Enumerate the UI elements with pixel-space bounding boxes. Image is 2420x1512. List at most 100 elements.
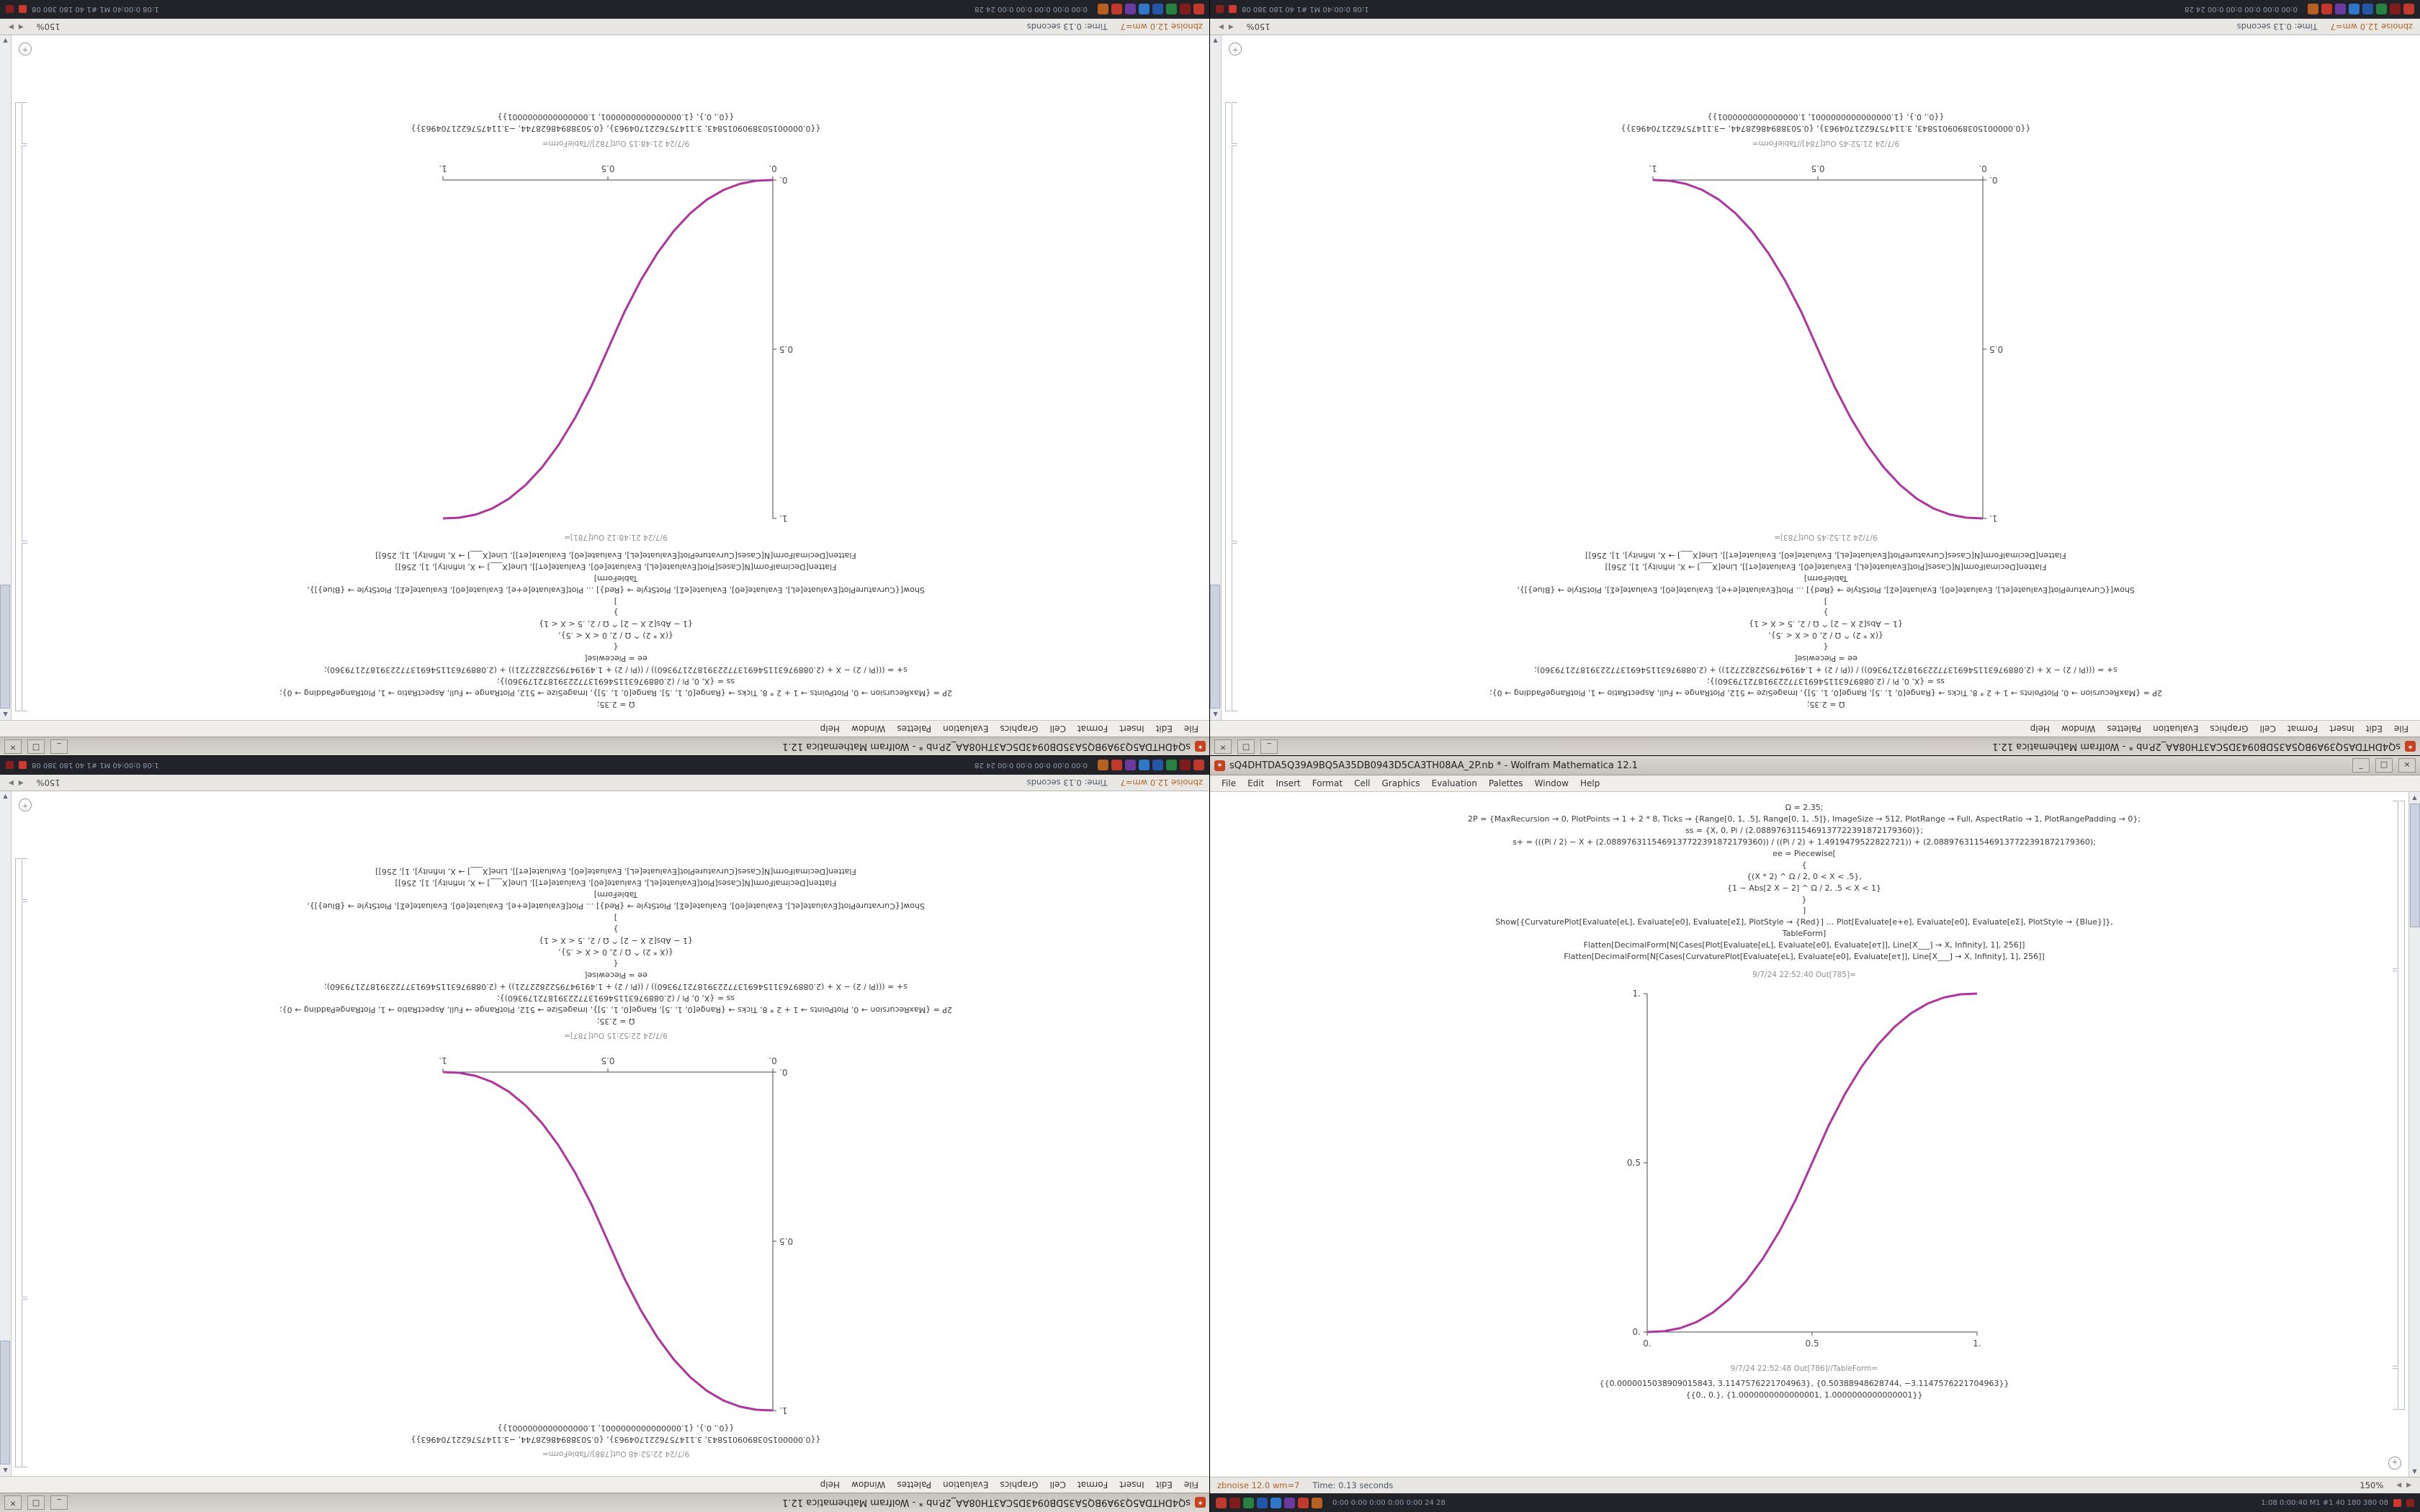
- horizontal-scroll-arrows[interactable]: ◀ ▶: [7, 779, 24, 786]
- alert-icon[interactable]: [6, 761, 14, 770]
- input-cell[interactable]: ss = {X, 0, Pi / (2.08897631154691377223…: [496, 993, 735, 1003]
- minimize-button[interactable]: _: [50, 1495, 68, 1510]
- tray-icon[interactable]: [2390, 4, 2401, 15]
- horizontal-scroll-arrows[interactable]: ◀ ▶: [2396, 1482, 2413, 1489]
- scroll-up-arrow[interactable]: ▲: [1213, 711, 1218, 718]
- tray-icon[interactable]: [1098, 760, 1108, 771]
- menu-item-edit[interactable]: Edit: [1155, 1480, 1173, 1490]
- tray-icon[interactable]: [1166, 4, 1177, 15]
- input-cell[interactable]: Flatten[DecimalForm[N[Cases[Plot[Evaluat…: [1583, 940, 2025, 950]
- close-button[interactable]: ×: [4, 1495, 22, 1510]
- zoom-control[interactable]: 150%: [1246, 22, 1270, 32]
- scroll-up-arrow[interactable]: ▲: [3, 1467, 8, 1474]
- menu-item-format[interactable]: Format: [1312, 778, 1343, 788]
- tray-icon[interactable]: [1229, 1497, 1240, 1508]
- horizontal-scroll-arrows[interactable]: ◀ ▶: [7, 23, 24, 30]
- input-cell[interactable]: ss = {X, 0, Pi / (2.08897631154691377223…: [496, 677, 735, 687]
- input-cell[interactable]: Flatten[DecimalForm[N[Cases[CurvaturePlo…: [1564, 952, 2045, 962]
- menu-item-insert[interactable]: Insert: [1119, 1480, 1144, 1490]
- menu-item-cell[interactable]: Cell: [1354, 778, 1371, 788]
- input-cell[interactable]: TableForm]: [593, 890, 638, 900]
- minimize-button[interactable]: _: [2352, 758, 2370, 773]
- assistant-button[interactable]: +: [2388, 1457, 2401, 1470]
- input-cell[interactable]: {: [613, 642, 619, 652]
- input-cell[interactable]: Ω = 2.35;: [596, 1016, 635, 1026]
- input-cell[interactable]: {(X * 2) ^ Ω / 2, 0 < X < .5},: [558, 631, 673, 641]
- input-cell[interactable]: ee = Piecewise[: [584, 970, 647, 980]
- input-cell[interactable]: Ω = 2.35;: [1806, 700, 1845, 709]
- menu-item-help[interactable]: Help: [820, 724, 841, 734]
- alert-icon[interactable]: [19, 5, 27, 14]
- tray-icon[interactable]: [2349, 4, 2360, 15]
- tray-icon[interactable]: [1166, 760, 1177, 771]
- alert-icon[interactable]: [6, 5, 14, 14]
- menu-item-help[interactable]: Help: [820, 1480, 841, 1490]
- input-cell[interactable]: Flatten[DecimalForm[N[Cases[Plot[Evaluat…: [395, 878, 837, 888]
- cell-bracket[interactable]: [22, 543, 27, 711]
- scrollbar-thumb[interactable]: [1210, 585, 1220, 708]
- input-cell[interactable]: 2P = {MaxRecursion → 0, PlotPoints → 1 +…: [1489, 688, 2163, 698]
- tray-icon[interactable]: [1193, 760, 1204, 771]
- input-cell[interactable]: TableForm]: [1803, 573, 1848, 583]
- input-cell[interactable]: {1 − Abs[2 X − 2] ^ Ω / 2, .5 < X < 1}: [538, 619, 694, 629]
- menu-item-file[interactable]: File: [1183, 1480, 1198, 1490]
- input-cell[interactable]: Flatten[DecimalForm[N[Cases[CurvaturePlo…: [375, 550, 856, 560]
- input-cell[interactable]: Show[{CurvaturePlot[Evaluate[eL], Evalua…: [1517, 585, 2135, 595]
- tray-icon[interactable]: [1152, 4, 1163, 15]
- cell-bracket[interactable]: [2393, 1368, 2398, 1410]
- input-cell[interactable]: {: [1823, 642, 1829, 652]
- cell-bracket[interactable]: [22, 102, 27, 144]
- maximize-button[interactable]: □: [2375, 758, 2393, 773]
- tray-icon[interactable]: [2362, 4, 2373, 15]
- input-cell[interactable]: s+ = (((Pi / 2) − X + (2.088976311546913…: [324, 665, 908, 675]
- input-cell[interactable]: Ω = 2.35;: [596, 700, 635, 709]
- menu-item-window[interactable]: Window: [2061, 724, 2096, 734]
- menu-item-file[interactable]: File: [2393, 724, 2408, 734]
- menu-item-format[interactable]: Format: [2287, 724, 2318, 734]
- menu-item-palettes[interactable]: Palettes: [897, 724, 932, 734]
- zoom-control[interactable]: 150%: [2360, 1480, 2384, 1490]
- input-cell[interactable]: 2P = {MaxRecursion → 0, PlotPoints → 1 +…: [1467, 814, 2141, 824]
- tray-icon[interactable]: [1298, 1497, 1309, 1508]
- close-button[interactable]: ×: [1214, 739, 1232, 754]
- menu-item-evaluation[interactable]: Evaluation: [943, 724, 989, 734]
- alert-icon[interactable]: [2406, 1498, 2414, 1507]
- menu-item-format[interactable]: Format: [1077, 724, 1108, 734]
- menu-item-palettes[interactable]: Palettes: [2107, 724, 2142, 734]
- window-titlebar[interactable]: ✶ sQ4DHTDA5Q39A9BQ5A35DB0943D5CA3TH08AA_…: [1210, 737, 2420, 756]
- menu-item-edit[interactable]: Edit: [1247, 778, 1265, 788]
- alert-icon[interactable]: [1216, 5, 1224, 14]
- menu-item-window[interactable]: Window: [1534, 778, 1569, 788]
- cell-bracket[interactable]: [2393, 801, 2398, 969]
- menu-item-insert[interactable]: Insert: [1119, 724, 1144, 734]
- input-cell[interactable]: Flatten[DecimalForm[N[Cases[CurvaturePlo…: [1585, 550, 2066, 560]
- input-cell[interactable]: Flatten[DecimalForm[N[Cases[Plot[Evaluat…: [395, 562, 837, 572]
- menu-item-file[interactable]: File: [1183, 724, 1198, 734]
- tray-icon[interactable]: [1125, 760, 1136, 771]
- tray-icon[interactable]: [1284, 1497, 1295, 1508]
- tray-icon[interactable]: [1312, 1497, 1322, 1508]
- alert-icon[interactable]: [1229, 5, 1237, 14]
- menu-item-insert[interactable]: Insert: [2329, 724, 2354, 734]
- input-cell[interactable]: ]: [614, 596, 618, 606]
- horizontal-scroll-arrows[interactable]: ◀ ▶: [1217, 23, 1234, 30]
- scroll-up-arrow[interactable]: ▲: [3, 711, 8, 718]
- menu-item-evaluation[interactable]: Evaluation: [943, 1480, 989, 1490]
- maximize-button[interactable]: □: [27, 739, 45, 754]
- tray-icon[interactable]: [2376, 4, 2387, 15]
- menu-item-window[interactable]: Window: [851, 1480, 886, 1490]
- input-cell[interactable]: }: [1823, 608, 1829, 618]
- close-button[interactable]: ×: [2398, 758, 2416, 773]
- input-cell[interactable]: Show[{CurvaturePlot[Evaluate[eL], Evalua…: [307, 901, 925, 912]
- alert-icon[interactable]: [2393, 1498, 2401, 1507]
- tray-icon[interactable]: [2321, 4, 2332, 15]
- cell-bracket[interactable]: [15, 102, 21, 711]
- menu-item-cell[interactable]: Cell: [2259, 724, 2276, 734]
- zoom-control[interactable]: 150%: [36, 778, 60, 788]
- input-cell[interactable]: {1 − Abs[2 X − 2] ^ Ω / 2, .5 < X < 1}: [1726, 883, 1882, 893]
- cell-bracket[interactable]: [2399, 801, 2405, 1410]
- tray-icon[interactable]: [1125, 4, 1136, 15]
- window-titlebar[interactable]: ✶ sQ4DHTDA5Q39A9BQ5A35DB0943D5CA3TH08AA_…: [0, 737, 1210, 756]
- cell-bracket[interactable]: [1232, 102, 1237, 144]
- input-cell[interactable]: ]: [1802, 906, 1806, 916]
